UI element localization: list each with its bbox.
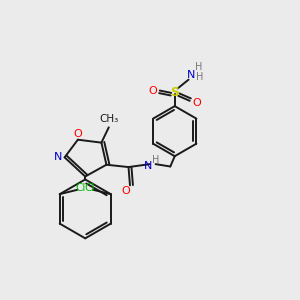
- Text: O: O: [74, 129, 82, 140]
- Text: O: O: [148, 85, 157, 95]
- Text: CH₃: CH₃: [100, 114, 119, 124]
- Text: H: H: [152, 155, 159, 165]
- Text: Cl: Cl: [75, 183, 86, 193]
- Text: S: S: [170, 86, 179, 99]
- Text: N: N: [54, 152, 62, 162]
- Text: N: N: [144, 160, 152, 171]
- Text: Cl: Cl: [85, 183, 95, 193]
- Text: N: N: [187, 70, 196, 80]
- Text: O: O: [193, 98, 202, 108]
- Text: H: H: [196, 72, 203, 82]
- Text: H: H: [195, 62, 202, 72]
- Text: O: O: [121, 186, 130, 196]
